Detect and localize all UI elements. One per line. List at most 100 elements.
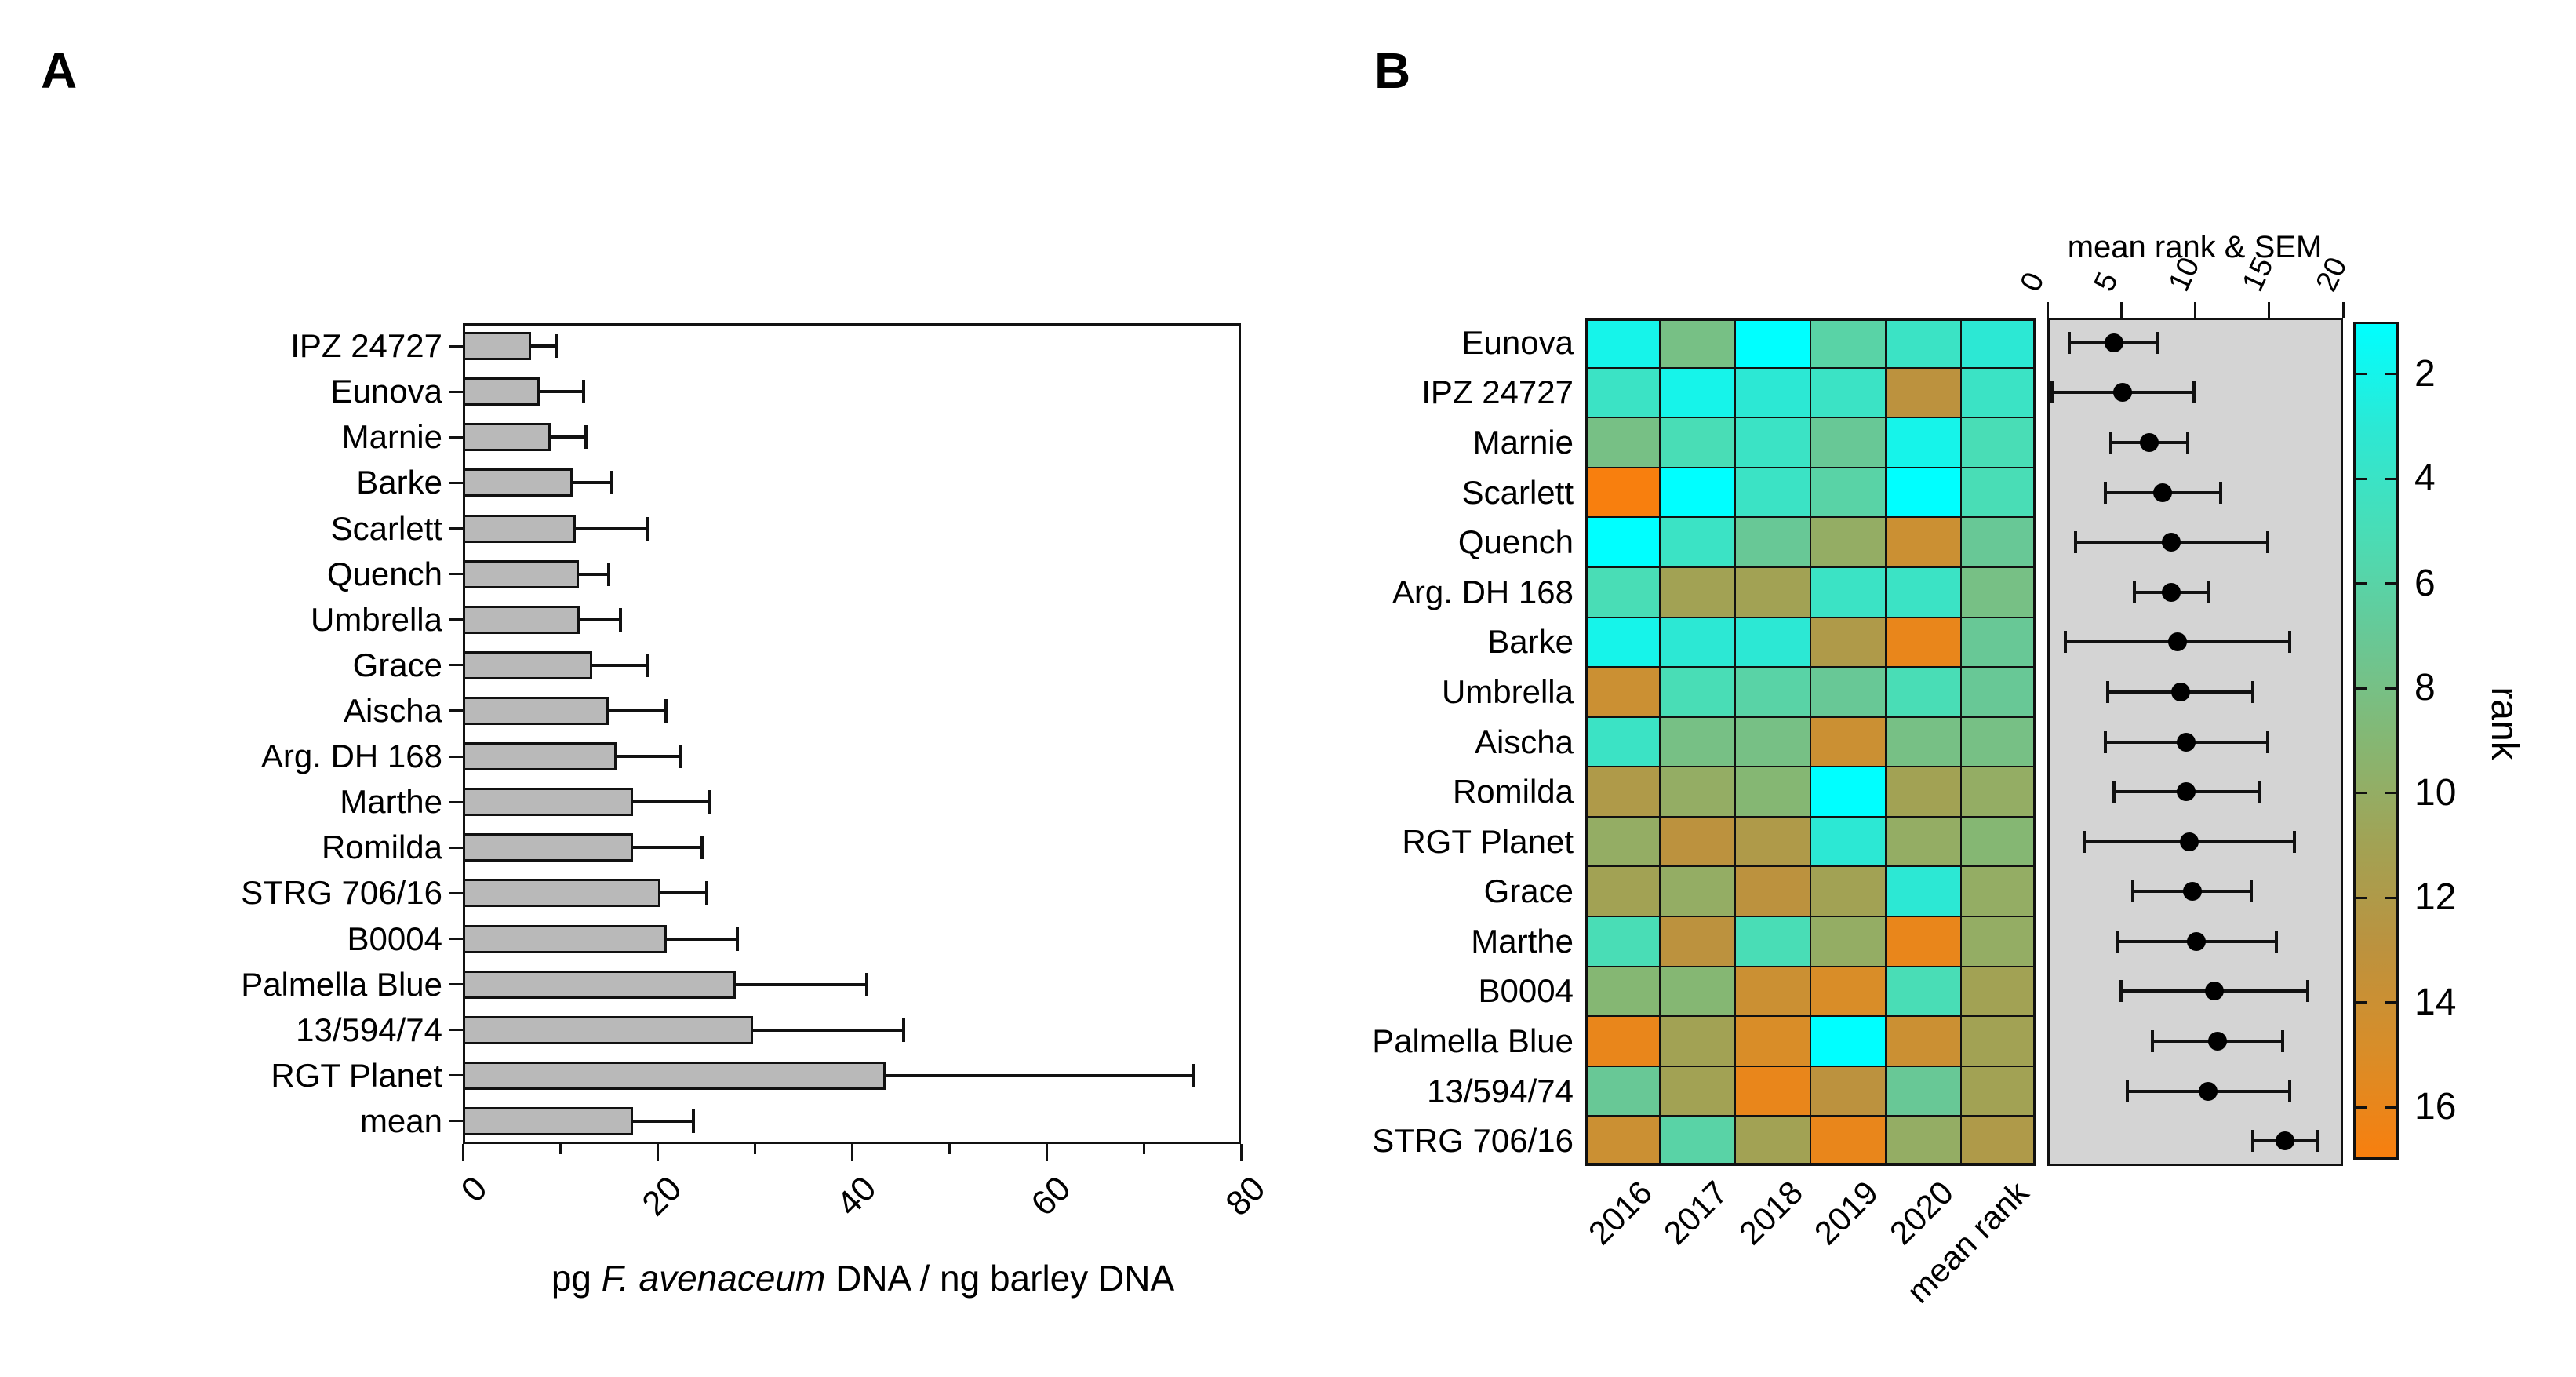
mean-rank-dot	[2104, 333, 2123, 352]
heatmap-cell	[1810, 566, 1886, 617]
sem-cap-right	[2192, 381, 2196, 404]
colorbar-tick-right	[2385, 792, 2396, 795]
error-line	[616, 755, 680, 759]
error-cap	[864, 972, 868, 996]
mean-rank-dot	[2167, 632, 2187, 652]
dot-plot-top-tick	[2341, 302, 2345, 318]
error-cap	[581, 380, 585, 404]
x-minor-tick	[1142, 1144, 1145, 1154]
dot-plot-top-tick	[2268, 302, 2271, 318]
heatmap-row-label: IPZ 24727	[1421, 373, 1574, 411]
heatmap-cell	[1735, 1066, 1810, 1117]
sem-cap-right	[2186, 431, 2190, 454]
error-line	[530, 344, 557, 348]
heatmap-cell	[1886, 916, 1961, 967]
dot-plot-tick-label: 0	[2014, 267, 2051, 297]
heatmap-row-label: Eunova	[1461, 323, 1574, 361]
heatmap-cell	[1660, 367, 1735, 418]
heatmap-cell	[1585, 716, 1660, 767]
heatmap-cell	[1961, 617, 2036, 668]
heatmap-cell	[1735, 916, 1810, 967]
sem-cap-right	[2265, 531, 2269, 554]
heatmap-cell	[1660, 716, 1735, 767]
error-cap	[700, 836, 704, 860]
sem-cap-left	[2251, 1130, 2254, 1153]
sem-cap-right	[2265, 730, 2269, 753]
heatmap-cell	[1886, 1116, 1961, 1167]
heatmap-cell	[1961, 367, 2036, 418]
colorbar-tick-label: 12	[2414, 876, 2457, 919]
heatmap-cell	[1660, 1016, 1735, 1066]
x-tick-label: 60	[1024, 1168, 1079, 1224]
dot-plot-tick-label: 5	[2087, 267, 2125, 297]
axis-title-prefix: pg	[551, 1258, 602, 1299]
mean-rank-dot	[2177, 782, 2196, 802]
heatmap-frame	[1585, 318, 2036, 1167]
mean-rank-dot	[2205, 982, 2224, 1001]
error-cap	[664, 698, 668, 723]
x-major-tick	[1239, 1144, 1243, 1161]
heatmap-cell	[1810, 716, 1886, 767]
heatmap-cell	[1886, 517, 1961, 567]
category-label: Aischa	[343, 691, 442, 729]
error-line	[886, 1073, 1194, 1077]
heatmap-cell	[1886, 1066, 1961, 1117]
bar	[463, 332, 531, 361]
colorbar-tick-right	[2385, 1001, 2396, 1004]
category-tick	[449, 1029, 463, 1032]
heatmap-cell	[1810, 517, 1886, 567]
heatmap-column-label: 2017	[1656, 1173, 1735, 1252]
x-minor-tick	[558, 1144, 562, 1154]
sem-cap-right	[2207, 581, 2210, 603]
error-line	[591, 663, 648, 667]
heatmap-cell	[1961, 716, 2036, 767]
bar	[463, 833, 633, 862]
category-label: Palmella Blue	[241, 965, 442, 1003]
heatmap-cell	[1886, 467, 1961, 518]
heatmap-row-label: Marnie	[1472, 423, 1574, 461]
heatmap-row-label: Scarlett	[1461, 473, 1574, 511]
heatmap-row-label: 13/594/74	[1427, 1072, 1574, 1109]
colorbar-tick-label: 6	[2414, 562, 2436, 604]
x-tick-label: 40	[829, 1168, 884, 1224]
heatmap-cell	[1961, 916, 2036, 967]
error-line	[575, 526, 648, 530]
category-label: RGT Planet	[271, 1056, 442, 1094]
error-cap	[607, 562, 610, 586]
bar	[463, 1061, 886, 1090]
error-cap	[901, 1018, 905, 1042]
heatmap-cell	[1585, 417, 1660, 468]
sem-cap-right	[2292, 830, 2296, 853]
colorbar-tick-left	[2356, 1106, 2367, 1109]
heatmap-cell	[1585, 966, 1660, 1017]
x-major-tick	[656, 1144, 659, 1161]
heatmap-cell	[1735, 517, 1810, 567]
category-label: Umbrella	[310, 600, 442, 638]
error-cap	[584, 425, 588, 450]
heatmap-cell	[1886, 816, 1961, 867]
category-label: Scarlett	[330, 509, 442, 547]
panel-a-label: A	[41, 42, 78, 99]
heatmap-row-label: Aischa	[1474, 723, 1574, 760]
colorbar-tick-label: 2	[2414, 352, 2436, 395]
heatmap-cell	[1886, 966, 1961, 1017]
sem-cap-left	[2103, 481, 2107, 504]
bar	[463, 423, 551, 452]
category-tick	[449, 800, 463, 803]
x-major-tick	[1045, 1144, 1048, 1161]
category-tick	[449, 573, 463, 576]
heatmap-cell	[1961, 667, 2036, 717]
error-cap	[735, 927, 739, 951]
colorbar-tick-label: 10	[2414, 771, 2457, 814]
colorbar-axis-label: rank	[2483, 687, 2525, 760]
colorbar-tick-left	[2356, 477, 2367, 480]
bar	[463, 742, 617, 771]
x-minor-tick	[753, 1144, 756, 1154]
bar	[463, 970, 737, 999]
mean-rank-dot	[2170, 682, 2190, 701]
heatmap-cell	[1735, 367, 1810, 418]
heatmap-cell	[1735, 617, 1810, 668]
heatmap-cell	[1735, 1116, 1810, 1167]
heatmap-cell	[1660, 617, 1735, 668]
heatmap-column-label: 2019	[1806, 1173, 1886, 1252]
